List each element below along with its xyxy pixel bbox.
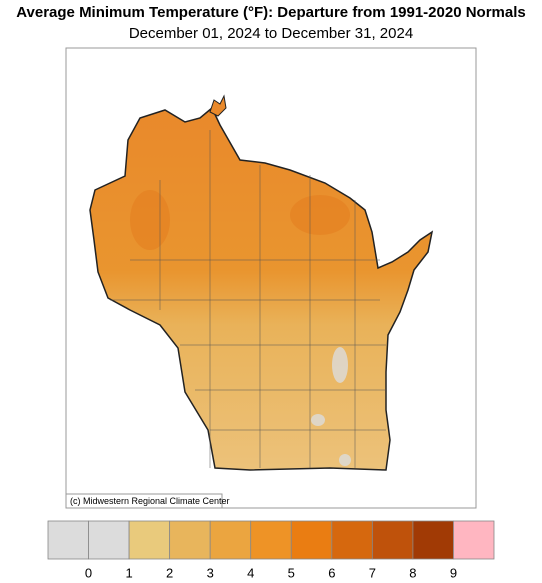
credit-box: [65, 493, 223, 509]
legend-label: 5: [288, 565, 295, 580]
title: Average Minimum Temperature (°F): Depart…: [16, 4, 526, 21]
legend-swatch: [290, 520, 333, 560]
legend-label: 6: [328, 565, 335, 580]
legend-swatch: [169, 520, 211, 560]
dark-patch: [130, 190, 170, 250]
legend: 0 1 2 3 4 5 6 7 8 9: [47, 520, 495, 580]
legend-swatch: [331, 520, 373, 560]
legend-label: 0: [85, 565, 92, 580]
legend-swatch: [47, 520, 89, 560]
legend-swatch: [209, 520, 252, 560]
legend-swatch: [412, 520, 454, 560]
legend-label: 9: [450, 565, 457, 580]
legend-label: 8: [409, 565, 416, 580]
dark-patch: [290, 195, 350, 235]
light-patch: [339, 454, 351, 466]
county-lines: [110, 130, 386, 468]
legend-swatch: [453, 520, 495, 560]
apostle-islands: [209, 94, 227, 117]
legend-swatch: [128, 520, 171, 560]
legend-label: 1: [125, 565, 132, 580]
legend-label: 4: [247, 565, 254, 580]
legend-swatch: [250, 520, 292, 560]
subtitle: December 01, 2024 to December 31, 2024: [129, 25, 413, 42]
legend-label: 2: [166, 565, 173, 580]
legend-swatch: [371, 520, 414, 560]
credit: (c) Midwestern Regional Climate Center: [70, 496, 230, 506]
light-patch: [311, 414, 325, 426]
light-patch: [332, 347, 348, 383]
legend-swatch: [88, 520, 130, 560]
legend-label: 7: [369, 565, 376, 580]
legend-label: 3: [207, 565, 214, 580]
